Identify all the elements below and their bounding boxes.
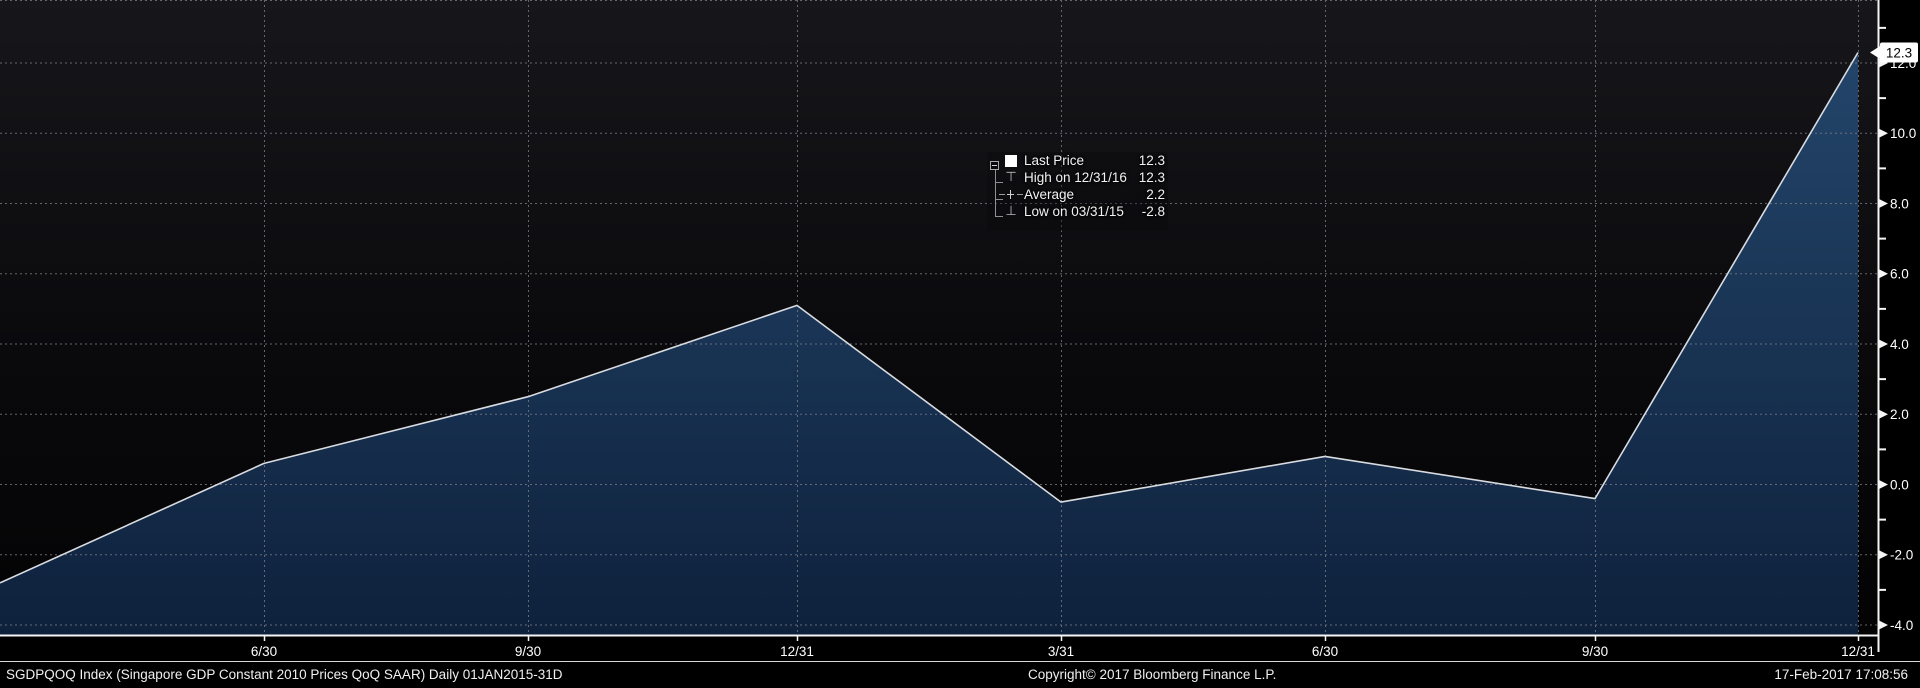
average-marker-icon [999, 190, 1023, 199]
legend-tree-stub [995, 182, 1003, 183]
x-axis-labels: 6/30 9/30 12/31 3/31 6/30 9/30 12/31 [251, 636, 1875, 659]
legend-collapse-icon[interactable] [990, 161, 999, 170]
security-description: SGDPQOQ Index (Singapore GDP Constant 20… [6, 667, 563, 682]
legend-value: 12.3 [1138, 170, 1165, 185]
svg-text:6/30: 6/30 [1312, 644, 1338, 659]
y-axis-labels: 12.010.08.06.04.02.00.0-2.0-4.0 [1879, 26, 1916, 633]
svg-text:9/30: 9/30 [1582, 644, 1608, 659]
legend-tree-stub [995, 199, 1003, 200]
price-area-fill [0, 52, 1858, 635]
price-line [0, 52, 1859, 584]
chart-legend[interactable]: Last Price 12.3 ⊤ High on 12/31/16 12.3 … [987, 152, 1168, 231]
last-price-callout[interactable]: 12.3 [1870, 42, 1918, 63]
timestamp: 17-Feb-2017 17:08:56 [1774, 667, 1908, 682]
legend-tree-line [995, 166, 996, 217]
legend-value: 12.3 [1138, 153, 1165, 168]
svg-text:10.0: 10.0 [1890, 126, 1916, 141]
legend-label: Last Price [1024, 153, 1085, 168]
svg-text:12.3: 12.3 [1886, 45, 1912, 60]
low-marker-icon: ⊥ [1005, 203, 1017, 218]
svg-text:12/31: 12/31 [780, 644, 814, 659]
legend-value: 2.2 [1146, 187, 1165, 202]
gridlines [0, 0, 1878, 635]
legend-value: -2.8 [1141, 204, 1165, 219]
svg-text:6.0: 6.0 [1890, 267, 1909, 282]
svg-text:4.0: 4.0 [1890, 337, 1909, 352]
legend-label: High on 12/31/16 [1024, 170, 1127, 185]
svg-text:9/30: 9/30 [515, 644, 541, 659]
svg-text:0.0: 0.0 [1890, 477, 1909, 492]
high-marker-icon: ⊤ [1005, 169, 1017, 184]
svg-text:12/31: 12/31 [1841, 644, 1875, 659]
svg-text:-2.0: -2.0 [1890, 548, 1913, 563]
svg-text:8.0: 8.0 [1890, 196, 1909, 211]
legend-row-last-price[interactable]: Last Price 12.3 [987, 152, 1168, 170]
legend-label: Low on 03/31/15 [1024, 204, 1124, 219]
copyright-text: Copyright© 2017 Bloomberg Finance L.P. [1028, 667, 1277, 682]
svg-text:-4.0: -4.0 [1890, 618, 1913, 633]
status-bar: SGDPQOQ Index (Singapore GDP Constant 20… [0, 661, 1920, 688]
price-chart-canvas[interactable]: 12.010.08.06.04.02.00.0-2.0-4.06/30 9/30 1… [0, 0, 1920, 661]
svg-text:2.0: 2.0 [1890, 407, 1909, 422]
svg-text:3/31: 3/31 [1048, 644, 1074, 659]
legend-row-high[interactable]: ⊤ High on 12/31/16 12.3 [987, 169, 1168, 186]
legend-row-average[interactable]: Average 2.2 [987, 186, 1168, 203]
svg-text:6/30: 6/30 [251, 644, 277, 659]
legend-tree-stub [995, 216, 1003, 217]
last-price-swatch-icon [1005, 155, 1017, 167]
legend-row-low[interactable]: ⊥ Low on 03/31/15 -2.8 [987, 203, 1168, 220]
legend-label: Average [1024, 187, 1075, 202]
